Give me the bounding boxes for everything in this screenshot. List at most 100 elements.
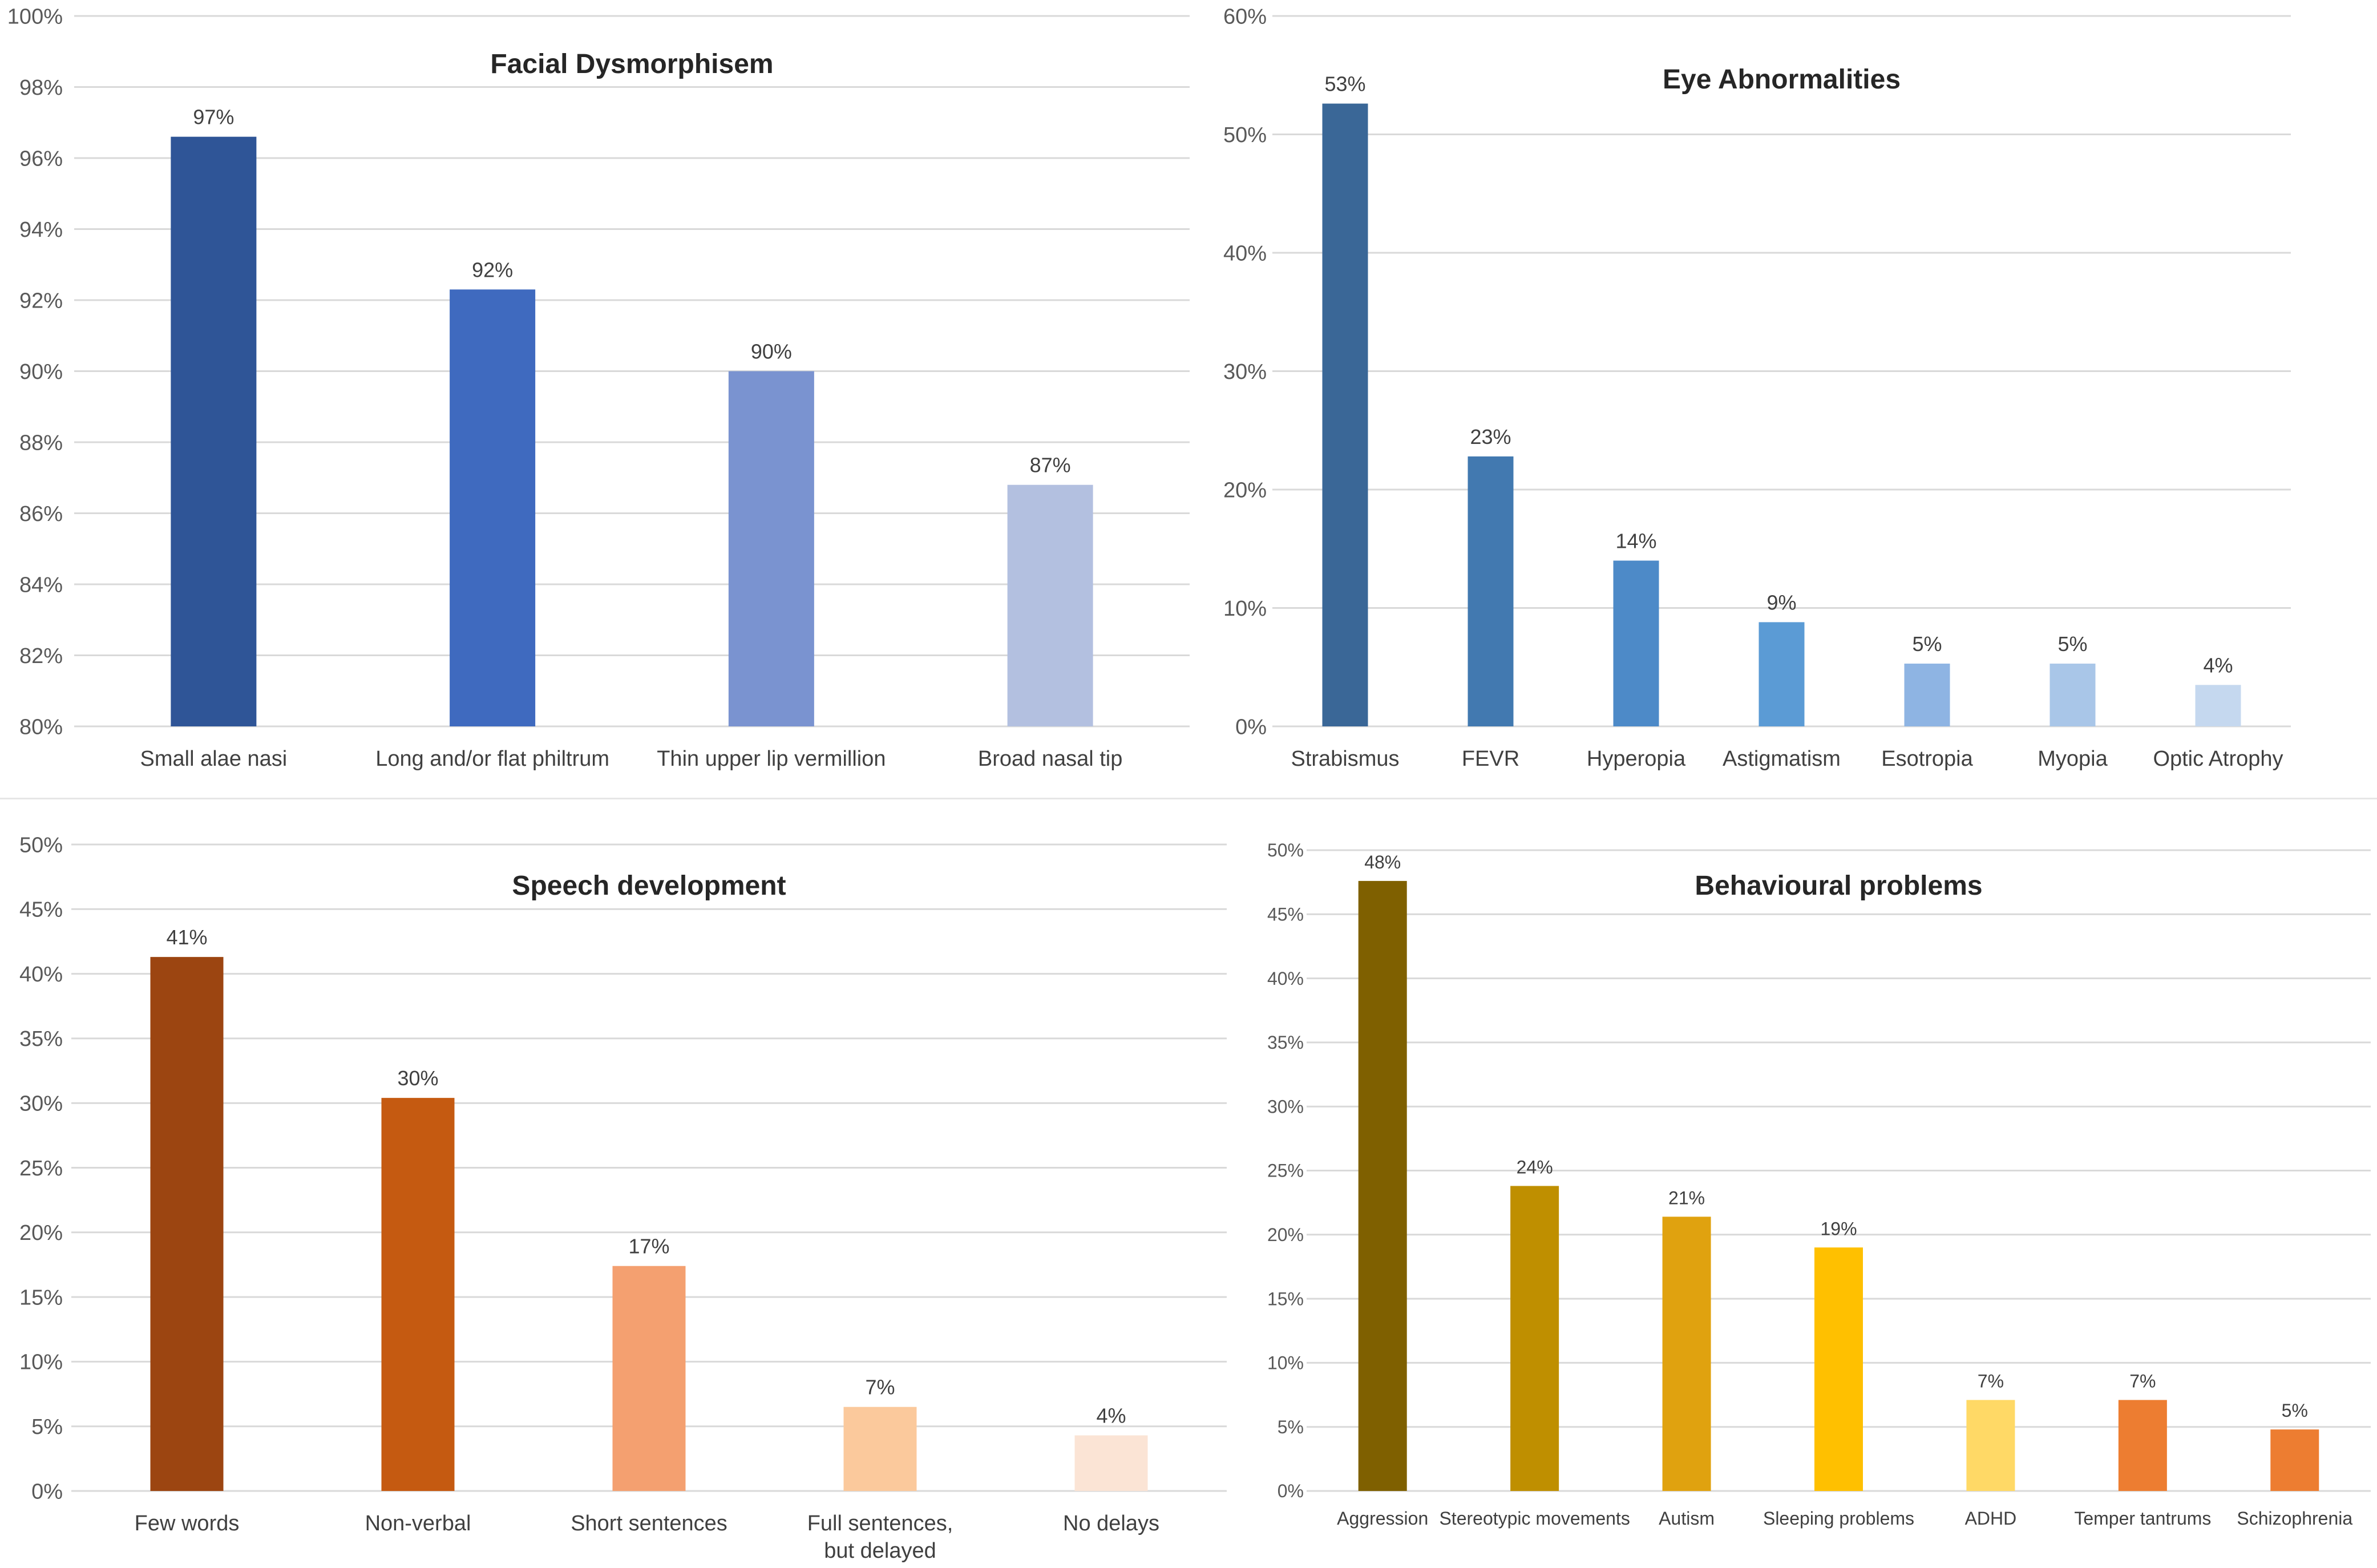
- y-tick-label: 40%: [1223, 241, 1267, 265]
- data-label-optic-atrophy: 4%: [2203, 653, 2233, 677]
- y-tick-label: 86%: [19, 502, 63, 526]
- data-label-aggression: 48%: [1364, 852, 1401, 872]
- bar-non-verbal: [381, 1098, 455, 1491]
- behavioural-problems-chart: 0% 5% 10% 15% 20% 25% 30% 35% 40% 45% 50% Behaviour…: [1267, 840, 2371, 1529]
- bar-optic-atrophy: [2195, 685, 2241, 726]
- speech-development-chart: 0% 5% 10% 15% 20% 25% 30% 35% 40% 45% 50% Speech de…: [19, 833, 1227, 1563]
- category-label-hyperopia: Hyperopia: [1587, 747, 1686, 771]
- data-label-temper-tantrums: 7%: [2129, 1371, 2156, 1392]
- y-tick-label: 0%: [1235, 715, 1267, 739]
- chart-title: Behavioural problems: [1695, 871, 1982, 901]
- category-label-temper-tantrums: Temper tantrums: [2074, 1508, 2211, 1529]
- bar-thin-upper-lip-vermillion: [728, 371, 814, 726]
- y-tick-label: 50%: [19, 833, 63, 857]
- y-tick-label: 30%: [1223, 360, 1267, 384]
- y-tick-label: 5%: [1278, 1417, 1304, 1437]
- bar-short-sentences: [612, 1266, 686, 1491]
- bar-long-and-or-flat-philtrum: [450, 289, 536, 726]
- y-tick-label: 40%: [19, 963, 63, 987]
- y-tick-label: 60%: [1223, 5, 1267, 29]
- y-tick-label: 96%: [19, 147, 63, 171]
- data-label-hyperopia: 14%: [1615, 530, 1656, 553]
- category-label-astigmatism: Astigmatism: [1723, 747, 1841, 771]
- category-label-optic-atrophy: Optic Atrophy: [2153, 747, 2283, 771]
- category-label-schizophrenia: Schizophrenia: [2237, 1508, 2352, 1529]
- category-label-autism: Autism: [1659, 1508, 1715, 1529]
- y-tick-label: 30%: [1267, 1096, 1304, 1117]
- bar-adhd: [1966, 1400, 2015, 1491]
- y-tick-label: 84%: [19, 573, 63, 597]
- y-tick-label: 10%: [1267, 1353, 1304, 1373]
- bar-schizophrenia: [2270, 1429, 2319, 1491]
- bar-fevr: [1468, 456, 1514, 726]
- category-label-long-and-or-flat-philtrum: Long and/or flat philtrum: [375, 747, 609, 771]
- y-tick-label: 35%: [19, 1027, 63, 1051]
- facial-dysmorphism-chart: 80% 82% 84% 86% 88% 90% 92% 94% 96% 98% 100% Facial…: [7, 5, 1190, 771]
- y-tick-label: 88%: [19, 431, 63, 455]
- y-tick-label: 15%: [1267, 1288, 1304, 1309]
- bar-aggression: [1358, 880, 1407, 1491]
- bar-full-sentences-but-delayed: [843, 1407, 917, 1491]
- category-label-sleeping-problems: Sleeping problems: [1763, 1508, 1914, 1529]
- chart-title: Eye Abnormalities: [1663, 64, 1901, 95]
- data-label-schizophrenia: 5%: [2282, 1400, 2308, 1421]
- category-label-non-verbal: Non-verbal: [365, 1512, 471, 1535]
- chart-title: Facial Dysmorphisem: [490, 49, 773, 79]
- bar-astigmatism: [1759, 622, 1805, 726]
- chart-title: Speech development: [512, 871, 786, 901]
- data-label-short-sentences: 17%: [628, 1235, 669, 1258]
- data-label-broad-nasal-tip: 87%: [1030, 454, 1071, 477]
- category-label-fevr: FEVR: [1462, 747, 1519, 771]
- y-tick-label: 100%: [7, 5, 63, 29]
- behavioural-problems-chart-panel: 0% 5% 10% 15% 20% 25% 30% 35% 40% 45% 50% Behaviour…: [1250, 805, 2377, 1568]
- y-tick-label: 5%: [31, 1415, 63, 1439]
- category-label-stereotypic-movements: Stereotypic movements: [1439, 1508, 1630, 1529]
- eye-abnormalities-chart: 0% 10% 20% 30% 40% 50% 60% Eye Abnormalities 53%…: [1223, 5, 2291, 771]
- horizontal-divider: [0, 798, 2377, 799]
- data-label-sleeping-problems: 19%: [1820, 1218, 1857, 1239]
- y-tick-label: 94%: [19, 218, 63, 242]
- facial-dysmorphism-chart-panel: 80% 82% 84% 86% 88% 90% 92% 94% 96% 98% 100% Facial…: [0, 0, 1210, 782]
- y-tick-label: 90%: [19, 360, 63, 384]
- category-label-small-alae-nasi: Small alae nasi: [140, 747, 288, 771]
- y-tick-label: 0%: [1278, 1481, 1304, 1501]
- bar-no-delays: [1074, 1435, 1148, 1491]
- data-label-small-alae-nasi: 97%: [193, 106, 234, 129]
- category-label-few-words: Few words: [135, 1512, 240, 1535]
- eye-abnormalities-chart-panel: 0% 10% 20% 30% 40% 50% 60% Eye Abnormalities 53%…: [1210, 0, 2377, 793]
- data-label-non-verbal: 30%: [397, 1066, 438, 1090]
- data-label-fevr: 23%: [1470, 425, 1511, 448]
- data-label-strabismus: 53%: [1324, 72, 1365, 96]
- y-tick-label: 82%: [19, 644, 63, 668]
- data-label-astigmatism: 9%: [1766, 591, 1796, 614]
- speech-development-chart-panel: 0% 5% 10% 15% 20% 25% 30% 35% 40% 45% 50% Speech de…: [0, 805, 1250, 1568]
- data-label-few-words: 41%: [166, 926, 207, 949]
- category-label-short-sentences: Short sentences: [571, 1512, 727, 1535]
- data-label-esotropia: 5%: [1912, 632, 1942, 656]
- y-tick-label: 50%: [1223, 123, 1267, 147]
- y-tick-label: 45%: [1267, 904, 1304, 925]
- y-tick-label: 10%: [19, 1351, 63, 1375]
- category-label-aggression: Aggression: [1337, 1508, 1428, 1529]
- y-tick-label: 20%: [1267, 1225, 1304, 1245]
- bar-hyperopia: [1613, 560, 1659, 726]
- y-tick-label: 45%: [19, 898, 63, 922]
- y-tick-label: 20%: [19, 1221, 63, 1245]
- y-tick-label: 40%: [1267, 968, 1304, 989]
- y-tick-label: 10%: [1223, 597, 1267, 621]
- bar-sleeping-problems: [1814, 1247, 1863, 1491]
- y-tick-label: 25%: [19, 1157, 63, 1181]
- bar-temper-tantrums: [2118, 1400, 2167, 1491]
- data-label-full-sentences-but-delayed: 7%: [865, 1376, 895, 1399]
- category-label-thin-upper-lip-vermillion: Thin upper lip vermillion: [657, 747, 886, 771]
- data-label-thin-upper-lip-vermillion: 90%: [751, 340, 792, 363]
- category-label-esotropia: Esotropia: [1881, 747, 1973, 771]
- data-label-long-and-or-flat-philtrum: 92%: [472, 258, 513, 281]
- data-label-autism: 21%: [1668, 1187, 1705, 1208]
- category-label-line: Full sentences,: [807, 1512, 953, 1535]
- bar-stereotypic-movements: [1510, 1186, 1559, 1491]
- y-tick-label: 20%: [1223, 478, 1267, 502]
- y-tick-label: 50%: [1267, 840, 1304, 860]
- category-label-line: but delayed: [824, 1539, 936, 1563]
- category-label-strabismus: Strabismus: [1291, 747, 1399, 771]
